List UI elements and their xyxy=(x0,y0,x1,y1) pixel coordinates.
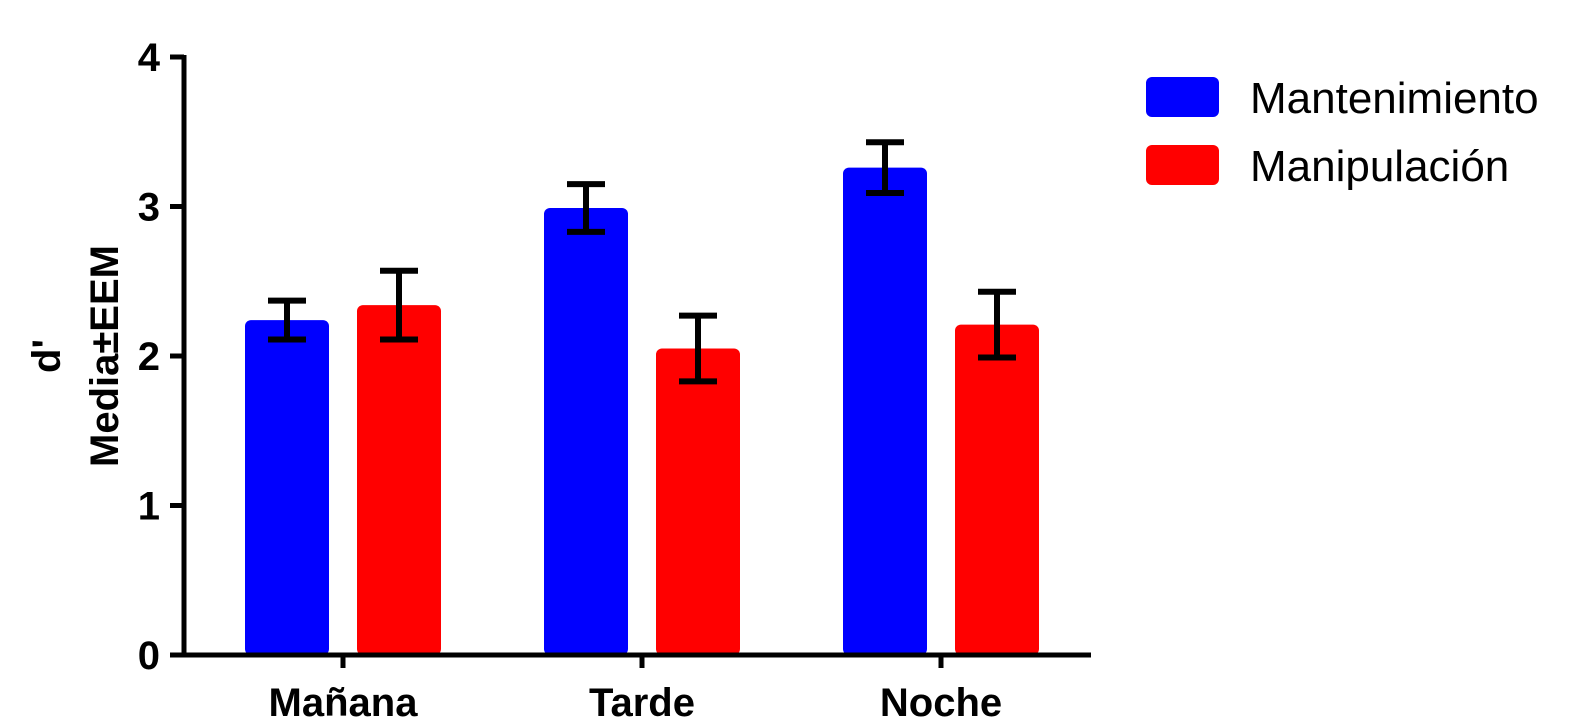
legend-label-1: Manipulación xyxy=(1250,142,1509,191)
bar-1-1 xyxy=(656,348,740,655)
y-tick-label-2: 2 xyxy=(138,335,160,379)
bar-0-2 xyxy=(843,167,927,655)
bars-layer xyxy=(245,167,1039,655)
y-axis-title-line-2: Media±EEM xyxy=(83,245,127,467)
y-tick-label-4: 4 xyxy=(138,36,161,80)
legend-swatch-0 xyxy=(1146,77,1219,117)
bar-1-0 xyxy=(357,305,441,655)
legend-label-0: Mantenimiento xyxy=(1250,74,1539,123)
y-tick-label-3: 3 xyxy=(138,186,160,230)
y-axis-title: d' Media±EEM xyxy=(25,245,127,467)
x-category-label-1: Tarde xyxy=(589,681,695,725)
y-tick-label-1: 1 xyxy=(138,485,160,529)
bar-0-1 xyxy=(544,207,628,655)
error-bars-layer xyxy=(268,139,1016,385)
y-axis-title-line-1: d' xyxy=(25,339,69,373)
x-category-label-0: Mañana xyxy=(269,681,419,725)
legend-swatch-1 xyxy=(1146,145,1219,185)
x-categories-layer: Mañana Tarde Noche xyxy=(269,655,1002,725)
x-category-label-2: Noche xyxy=(880,681,1002,725)
y-tick-label-0: 0 xyxy=(138,634,160,678)
y-ticks-layer: 0 1 2 3 4 xyxy=(138,36,184,678)
bar-1-2 xyxy=(955,324,1039,655)
bar-0-0 xyxy=(245,320,329,655)
legend: Mantenimiento Manipulación xyxy=(1146,74,1539,191)
